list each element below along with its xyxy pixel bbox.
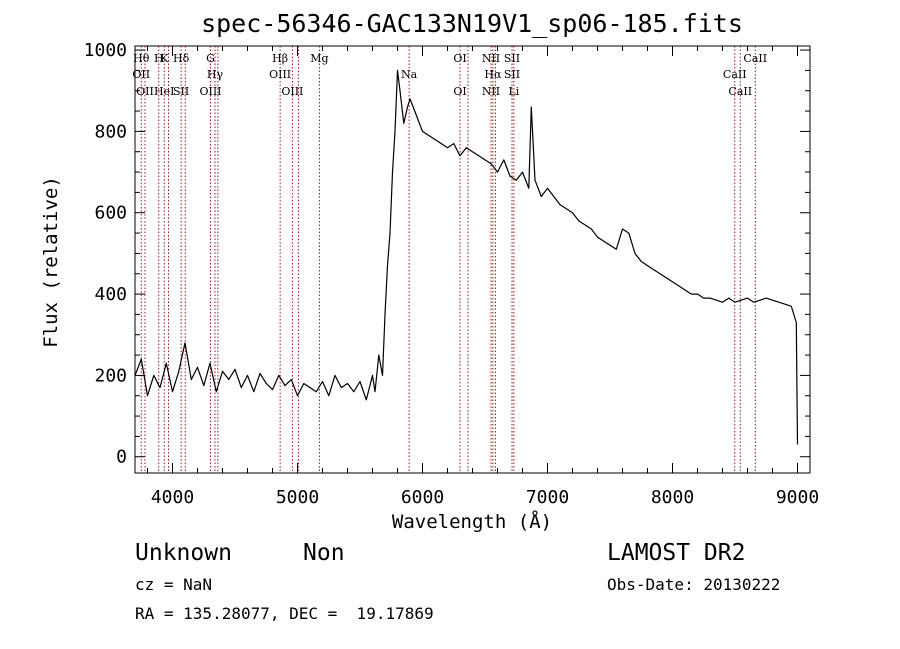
spectral-line-label: NII xyxy=(482,52,500,65)
spectral-line-label: CaII xyxy=(743,52,767,65)
subclass-label: Non xyxy=(303,540,345,566)
spectral-line-label: Na xyxy=(401,68,418,81)
y-tick-label: 0 xyxy=(116,447,127,468)
spectral-line-label: Hα xyxy=(484,68,502,81)
spectral-line-label: OII xyxy=(136,85,154,98)
y-tick-label: 600 xyxy=(94,203,127,224)
x-tick-label: 8000 xyxy=(651,487,694,508)
axis-ticks xyxy=(135,46,810,473)
spectral-line-labels: Hθ OII OII HK HeI Hδ SII G OIII Hγ Hβ OIII OIII Mg Na O… xyxy=(132,52,767,98)
spectral-line-label: NII xyxy=(482,85,500,98)
spectral-line-label: SII xyxy=(504,52,520,65)
spectral-line-label: Mg xyxy=(310,52,328,65)
spectral-line-label: H xyxy=(154,52,164,65)
spectral-line-label: Hθ xyxy=(133,52,150,65)
x-axis-label: Wavelength (Å) xyxy=(392,510,552,533)
spectral-line-label: OIII xyxy=(269,68,291,81)
spectral-line-label: OIII xyxy=(281,85,303,98)
spectral-line-label: HeI xyxy=(154,85,174,98)
coordinates-label: RA = 135.28077, DEC = 19.17869 xyxy=(135,604,434,623)
spectral-line-label: SII xyxy=(504,68,520,81)
spectral-line-label: K xyxy=(160,52,169,65)
spectral-line-markers xyxy=(140,46,756,473)
spectral-line-label: OI xyxy=(453,85,466,98)
spectral-line-label: OII xyxy=(132,68,150,81)
x-tick-label: 6000 xyxy=(401,487,444,508)
spectral-line-label: G xyxy=(206,52,215,65)
survey-label: LAMOST DR2 xyxy=(607,540,746,566)
x-tick-label: 9000 xyxy=(776,487,819,508)
spectral-line-label: SII xyxy=(173,85,189,98)
plot-border xyxy=(134,45,811,474)
x-tick-label: 5000 xyxy=(276,487,319,508)
plot-frame xyxy=(134,45,811,474)
spectral-line-label: Li xyxy=(508,85,519,98)
series-line-0 xyxy=(135,69,799,445)
x-tick-label: 4000 xyxy=(151,487,194,508)
spectral-line-label: Hδ xyxy=(173,52,190,65)
redshift-label: cz = NaN xyxy=(135,575,213,594)
chart-title: spec-56346-GAC133N19V1_sp06-185.fits xyxy=(201,9,743,38)
spectral-line-label: Hγ xyxy=(207,68,224,81)
axis-tick-labels: 4000 5000 6000 7000 8000 9000 0 200 400 600 800 100… xyxy=(84,40,820,508)
spectral-line-label: CaII xyxy=(728,85,752,98)
obs-date-label: Obs-Date: 20130222 xyxy=(607,575,781,594)
spectral-line-label: OI xyxy=(453,52,466,65)
y-axis-label: Flux (relative) xyxy=(40,176,62,348)
classification-label: Unknown xyxy=(135,540,232,566)
spectral-line-label: OIII xyxy=(199,85,221,98)
y-tick-label: 400 xyxy=(94,284,127,305)
y-tick-label: 200 xyxy=(94,365,127,386)
y-tick-label: 1000 xyxy=(84,40,127,61)
x-tick-label: 7000 xyxy=(526,487,569,508)
y-tick-label: 800 xyxy=(94,121,127,142)
spectral-line-label: Hβ xyxy=(272,52,288,65)
series-group xyxy=(135,69,799,445)
spectral-line-label: CaII xyxy=(723,68,747,81)
